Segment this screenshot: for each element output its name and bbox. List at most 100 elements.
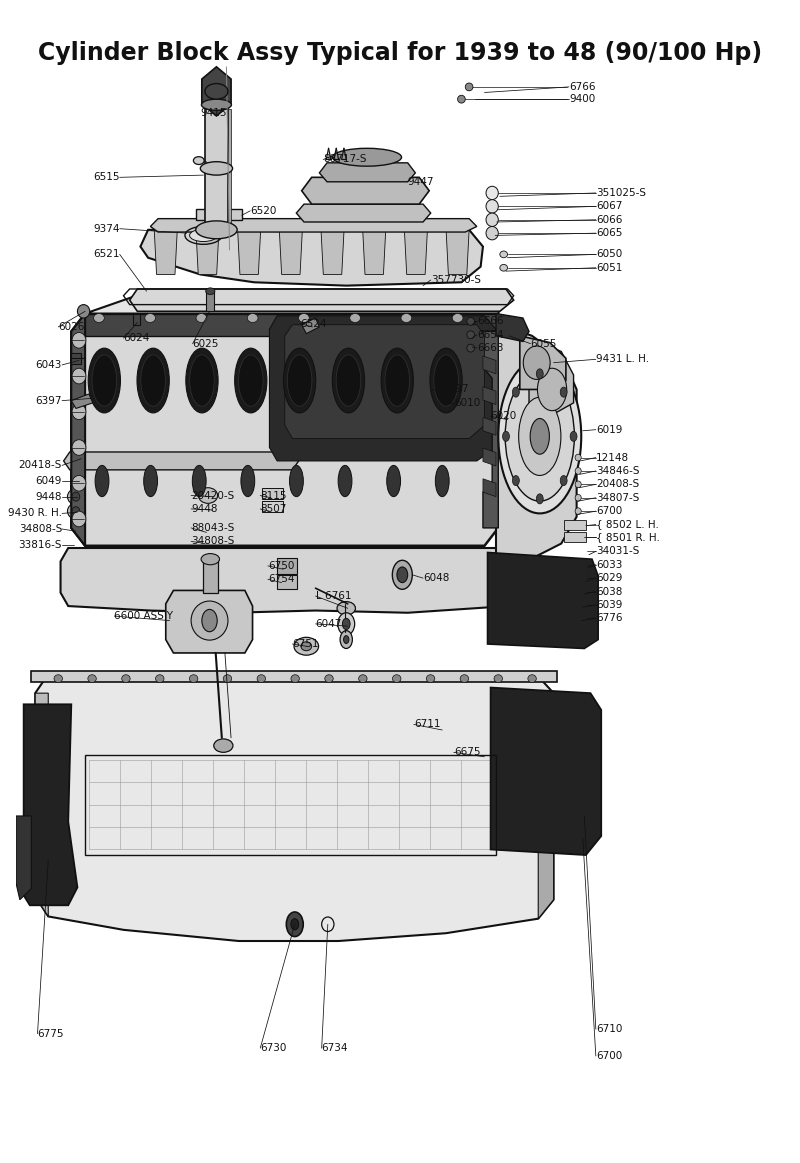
Text: 6051: 6051 bbox=[596, 263, 622, 273]
Polygon shape bbox=[538, 693, 554, 919]
Ellipse shape bbox=[343, 636, 349, 643]
Polygon shape bbox=[71, 394, 93, 408]
Ellipse shape bbox=[575, 494, 582, 501]
Ellipse shape bbox=[575, 481, 582, 487]
Ellipse shape bbox=[358, 675, 367, 683]
Bar bbox=[206, 291, 214, 312]
Ellipse shape bbox=[332, 348, 365, 413]
Ellipse shape bbox=[338, 613, 354, 635]
Polygon shape bbox=[35, 677, 554, 941]
Polygon shape bbox=[196, 230, 219, 274]
Text: 6038: 6038 bbox=[596, 586, 622, 597]
Text: 6397: 6397 bbox=[35, 395, 62, 406]
Text: 6734: 6734 bbox=[322, 1043, 348, 1054]
Text: 6710: 6710 bbox=[596, 1025, 622, 1034]
Text: 6047: 6047 bbox=[315, 619, 342, 629]
Ellipse shape bbox=[95, 465, 109, 497]
Ellipse shape bbox=[190, 229, 218, 242]
Text: 6521: 6521 bbox=[93, 249, 120, 259]
Text: 6024: 6024 bbox=[123, 333, 150, 343]
Ellipse shape bbox=[72, 492, 80, 501]
Text: 9415: 9415 bbox=[201, 108, 227, 117]
Ellipse shape bbox=[518, 398, 561, 476]
Text: L 6761: L 6761 bbox=[315, 591, 351, 601]
Ellipse shape bbox=[191, 601, 228, 640]
Text: 6033: 6033 bbox=[596, 559, 622, 570]
Text: 6750: 6750 bbox=[268, 561, 294, 571]
Polygon shape bbox=[71, 314, 498, 545]
Text: 357730-S: 357730-S bbox=[430, 276, 481, 285]
Ellipse shape bbox=[333, 149, 402, 166]
Bar bbox=[262, 501, 283, 512]
Ellipse shape bbox=[214, 739, 233, 752]
Polygon shape bbox=[150, 219, 477, 233]
Polygon shape bbox=[71, 314, 85, 545]
Polygon shape bbox=[279, 230, 302, 274]
Ellipse shape bbox=[54, 675, 62, 683]
Ellipse shape bbox=[536, 494, 543, 504]
Polygon shape bbox=[483, 386, 496, 405]
Ellipse shape bbox=[467, 344, 474, 352]
Text: 6751: 6751 bbox=[293, 638, 319, 649]
Polygon shape bbox=[64, 452, 298, 470]
Text: 6524: 6524 bbox=[300, 319, 326, 329]
Polygon shape bbox=[362, 230, 386, 274]
Ellipse shape bbox=[467, 317, 474, 326]
Text: 6065: 6065 bbox=[596, 228, 622, 238]
Ellipse shape bbox=[434, 355, 458, 406]
Ellipse shape bbox=[155, 675, 164, 683]
Text: 9400: 9400 bbox=[569, 94, 595, 105]
Ellipse shape bbox=[435, 465, 449, 497]
Ellipse shape bbox=[340, 630, 352, 649]
Text: { 8502 L. H.: { 8502 L. H. bbox=[596, 520, 658, 529]
Ellipse shape bbox=[72, 476, 86, 491]
Ellipse shape bbox=[291, 919, 298, 930]
Polygon shape bbox=[61, 548, 519, 613]
Ellipse shape bbox=[247, 314, 258, 322]
Ellipse shape bbox=[513, 476, 519, 486]
Ellipse shape bbox=[500, 264, 507, 271]
Ellipse shape bbox=[137, 348, 170, 413]
Polygon shape bbox=[321, 230, 344, 274]
Text: 12148: 12148 bbox=[596, 452, 629, 463]
Ellipse shape bbox=[192, 465, 206, 497]
Text: 6766: 6766 bbox=[569, 81, 595, 92]
Bar bbox=[564, 533, 586, 542]
Ellipse shape bbox=[72, 440, 86, 456]
Text: 34808-S: 34808-S bbox=[18, 525, 62, 534]
Ellipse shape bbox=[528, 675, 536, 683]
Ellipse shape bbox=[94, 314, 104, 322]
Ellipse shape bbox=[72, 404, 86, 420]
Ellipse shape bbox=[560, 387, 567, 398]
Text: 6019: 6019 bbox=[596, 424, 622, 435]
Ellipse shape bbox=[78, 305, 90, 317]
Text: 6026: 6026 bbox=[58, 322, 85, 331]
Polygon shape bbox=[483, 448, 496, 466]
Text: 6700: 6700 bbox=[596, 506, 622, 516]
Polygon shape bbox=[285, 324, 485, 438]
Ellipse shape bbox=[67, 504, 84, 519]
Text: 6067: 6067 bbox=[596, 201, 622, 212]
Ellipse shape bbox=[350, 314, 361, 322]
Ellipse shape bbox=[338, 465, 352, 497]
Text: 6010: 6010 bbox=[454, 398, 480, 408]
Text: 6397: 6397 bbox=[442, 385, 469, 394]
Polygon shape bbox=[319, 163, 415, 181]
Text: 6055: 6055 bbox=[530, 338, 557, 349]
Ellipse shape bbox=[122, 675, 130, 683]
Polygon shape bbox=[520, 336, 566, 390]
Ellipse shape bbox=[238, 355, 263, 406]
Ellipse shape bbox=[337, 601, 355, 615]
Polygon shape bbox=[16, 705, 78, 905]
Ellipse shape bbox=[198, 487, 218, 504]
Text: 8507: 8507 bbox=[260, 504, 286, 514]
Polygon shape bbox=[490, 687, 602, 855]
Ellipse shape bbox=[241, 465, 254, 497]
Ellipse shape bbox=[72, 512, 86, 527]
Ellipse shape bbox=[486, 200, 498, 213]
Polygon shape bbox=[270, 316, 496, 461]
Text: Cylinder Block Assy Typical for 1939 to 48 (90/100 Hp): Cylinder Block Assy Typical for 1939 to … bbox=[38, 42, 762, 65]
Text: 9448: 9448 bbox=[191, 504, 218, 514]
Text: 6520: 6520 bbox=[250, 206, 277, 216]
Text: 6066: 6066 bbox=[596, 215, 622, 224]
